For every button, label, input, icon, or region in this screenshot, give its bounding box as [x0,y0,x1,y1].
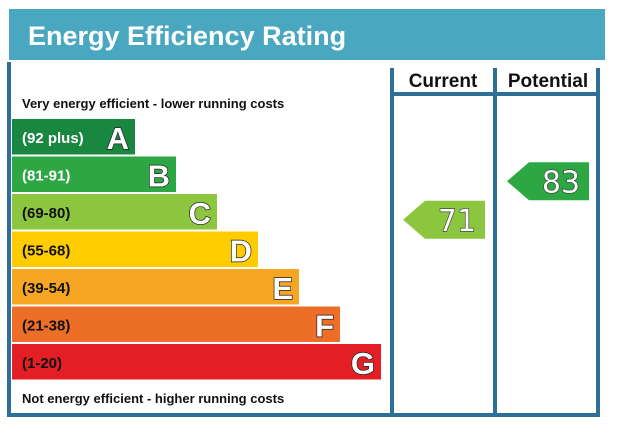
title-banner [9,9,605,60]
band-D-range: (55-68) [22,242,70,259]
band-C-letter: C [189,196,211,231]
band-F-letter: F [315,308,334,343]
band-F-range: (21-38) [22,317,70,334]
band-G-letter: G [351,346,375,381]
potential-rating-arrow-value: 83 [542,165,580,200]
chart-frame [7,62,600,417]
band-G: (1-20) G [12,344,381,381]
rating-bands: (92 plus) A(81-91) B(69-80) C(55-68) D(39-54… [12,119,381,381]
current-rating-arrow-shape [403,200,485,239]
chart-title: Energy Efficiency Rating [28,21,346,51]
band-D: (55-68) D [12,231,258,269]
bottom-note: Not energy efficient - higher running co… [22,391,284,406]
band-G-range: (1-20) [22,355,62,372]
band-E-letter: E [272,271,293,306]
band-C: (69-80) C [12,194,217,231]
band-E: (39-54) E [12,269,299,306]
potential-rating-arrow: 83 [507,162,589,201]
band-A-letter: A [107,121,129,156]
band-B-bar [12,156,176,192]
band-B-letter: B [148,158,170,193]
band-D-letter: D [230,233,252,268]
band-B: (81-91) B [12,156,176,194]
potential-rating-arrow-shape [507,162,589,201]
band-F-bar [12,306,340,342]
top-note: Very energy efficient - lower running co… [22,96,284,111]
band-G-bar [12,344,381,380]
band-A: (92 plus) A [12,119,135,156]
band-E-range: (39-54) [22,280,70,297]
band-D-bar [12,231,258,267]
band-A-bar [12,119,135,155]
band-F: (21-38) F [12,306,340,344]
band-C-range: (69-80) [22,205,70,222]
current-rating-arrow-value: 71 [438,204,476,239]
rating-arrows: 71 83 [403,162,589,239]
column-header-potential: Potential [508,71,588,92]
band-B-range: (81-91) [22,167,70,184]
band-A-range: (92 plus) [22,130,84,147]
band-C-bar [12,194,217,230]
band-E-bar [12,269,299,305]
current-rating-arrow: 71 [403,200,485,239]
column-header-current: Current [409,71,478,92]
